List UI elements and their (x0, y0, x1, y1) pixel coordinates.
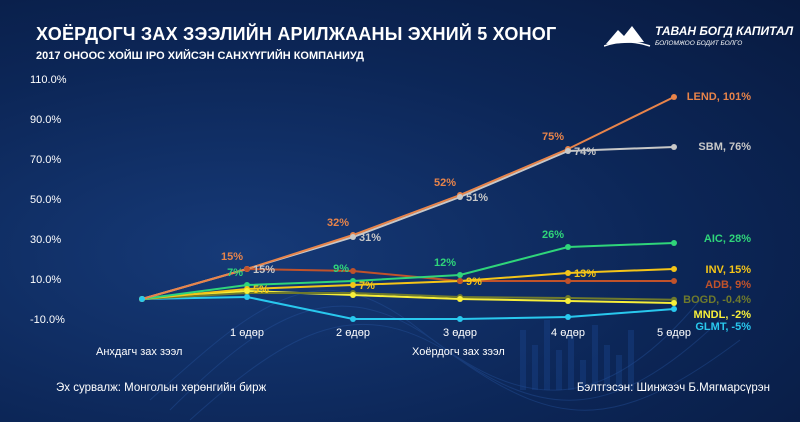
source-note: Эх сурвалж: Монголын хөрөнгийн бирж (56, 382, 267, 394)
data-label: 9% (466, 276, 482, 288)
chart-subtitle: 2017 ОНООС ХОЙШ IPO ХИЙСЭН САНХҮҮГИЙН КО… (36, 50, 364, 62)
data-label: 15% (253, 264, 275, 276)
data-label: 26% (542, 229, 564, 241)
x-axis-title-start: Анхдагч зах зээл (96, 346, 183, 358)
data-label: 31% (359, 232, 381, 244)
data-label: 15% (221, 251, 243, 263)
data-label: 7% (227, 267, 243, 279)
data-point (565, 298, 571, 304)
series-end-label: LEND, 101% (687, 91, 751, 103)
tavan-bogd-logo (604, 26, 651, 47)
data-point (457, 316, 463, 322)
data-label: 75% (542, 131, 564, 143)
data-point (244, 288, 250, 294)
y-tick-label: -10.0% (30, 314, 65, 326)
data-point (350, 316, 356, 322)
data-point (350, 292, 356, 298)
data-point (244, 294, 250, 300)
y-tick-label: 110.0% (30, 74, 67, 86)
data-point (671, 300, 677, 306)
data-point (671, 144, 677, 150)
series-line (141, 242, 675, 300)
data-point (565, 278, 571, 284)
series-end-label: INV, 15% (706, 264, 752, 276)
series-end-label: ADB, 9% (705, 279, 751, 291)
data-point (565, 314, 571, 320)
data-point (350, 282, 356, 288)
data-label: 7% (359, 280, 375, 292)
data-point (350, 234, 356, 240)
data-point (671, 94, 677, 100)
data-point (565, 244, 571, 250)
series-line (141, 295, 675, 320)
x-tick-label: 3 өдөр (443, 327, 477, 339)
author-note: Бэлтгэсэн: Шинжээч Б.Мягмарсүрэн (576, 382, 770, 394)
logo-tagline: БОЛОМЖОО БОДИТ БОЛГО (655, 40, 743, 47)
data-point (244, 266, 250, 272)
logo-name: ТАВАН БОГД КАПИТАЛ (655, 24, 794, 38)
series-line (141, 268, 675, 300)
data-point (139, 296, 145, 302)
data-label: 5% (253, 284, 269, 296)
series-line (141, 96, 675, 300)
data-point (671, 306, 677, 312)
data-point (457, 272, 463, 278)
x-tick-label: 1 өдөр (230, 327, 264, 339)
x-axis-title: Хоёрдогч зах зээл (412, 346, 505, 358)
series-end-label: BOGD, -0.4% (683, 294, 751, 306)
data-label: 12% (434, 257, 456, 269)
y-tick-label: 90.0% (30, 114, 61, 126)
x-tick-label: 5 өдөр (657, 327, 691, 339)
data-label: 9% (333, 263, 349, 275)
x-tick-label: 2 өдөр (336, 327, 370, 339)
data-point (457, 194, 463, 200)
series-line (141, 289, 675, 304)
y-tick-label: 30.0% (30, 234, 61, 246)
data-point (457, 296, 463, 302)
series-end-label: SBM, 76% (698, 141, 751, 153)
data-point (671, 278, 677, 284)
data-label: 74% (574, 146, 596, 158)
data-point (457, 278, 463, 284)
series-end-label: AIC, 28% (704, 233, 751, 245)
data-point (350, 268, 356, 274)
chart-title: ХОЁРДОГЧ ЗАХ ЗЭЭЛИЙН АРИЛЖААНЫ ЭХНИЙ 5 Х… (36, 24, 557, 44)
data-point (565, 270, 571, 276)
y-tick-label: 50.0% (30, 194, 61, 206)
series-line (141, 292, 675, 301)
data-label: 52% (434, 177, 456, 189)
data-label: 51% (466, 192, 488, 204)
data-label: 32% (327, 217, 349, 229)
x-tick-label: 4 өдөр (551, 327, 585, 339)
y-tick-label: 70.0% (30, 154, 61, 166)
data-point (671, 240, 677, 246)
y-tick-label: 10.0% (30, 274, 61, 286)
series-end-label: MNDL, -2% (694, 309, 752, 321)
series-end-label: GLMT, -5% (695, 321, 751, 333)
data-point (565, 148, 571, 154)
data-label: 13% (574, 268, 596, 280)
data-point (671, 266, 677, 272)
